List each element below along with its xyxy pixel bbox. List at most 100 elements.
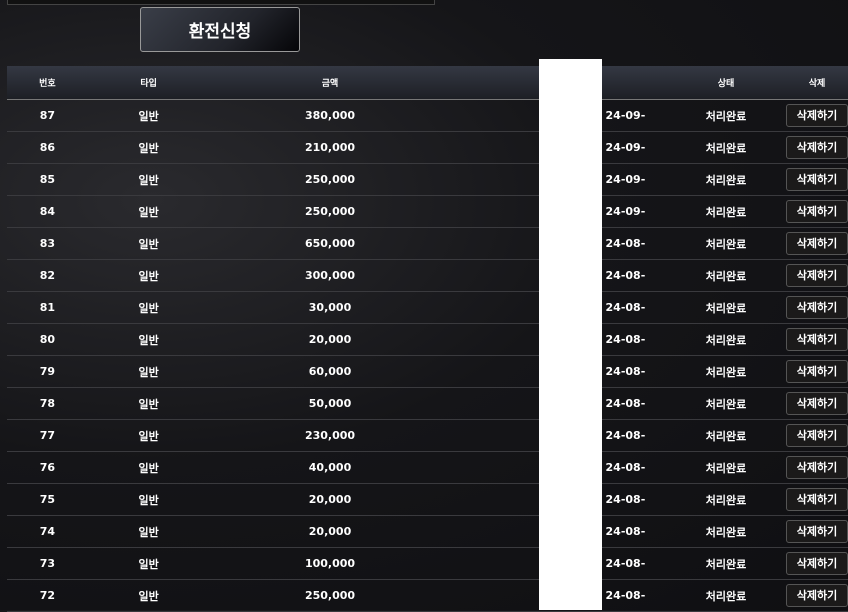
table-row: 84 일반 250,000 24-09- 처리완료 삭제하기 — [7, 195, 848, 228]
row-status: 처리완료 — [666, 323, 786, 356]
row-amount: 250,000 — [209, 195, 451, 228]
row-type: 일반 — [87, 483, 210, 516]
row-number: 85 — [7, 163, 88, 196]
delete-button[interactable]: 삭제하기 — [786, 552, 848, 575]
delete-button[interactable]: 삭제하기 — [786, 584, 848, 607]
row-amount: 650,000 — [209, 227, 451, 260]
row-number: 72 — [7, 579, 88, 612]
top-panel — [7, 0, 435, 5]
row-status: 처리완료 — [666, 387, 786, 420]
row-delete-cell: 삭제하기 — [786, 259, 848, 292]
row-number: 83 — [7, 227, 88, 260]
row-amount: 100,000 — [209, 547, 451, 580]
delete-button[interactable]: 삭제하기 — [786, 104, 848, 127]
row-status: 처리완료 — [666, 451, 786, 484]
row-amount: 20,000 — [209, 323, 451, 356]
row-delete-cell: 삭제하기 — [786, 515, 848, 548]
row-status: 처리완료 — [666, 579, 786, 612]
row-number: 80 — [7, 323, 88, 356]
row-amount: 300,000 — [209, 259, 451, 292]
row-number: 87 — [7, 99, 88, 132]
table-row: 87 일반 380,000 24-09- 처리완료 삭제하기 — [7, 99, 848, 132]
table-row: 76 일반 40,000 24-08- 처리완료 삭제하기 — [7, 451, 848, 484]
table-row: 81 일반 30,000 24-08- 처리완료 삭제하기 — [7, 291, 848, 324]
table-row: 85 일반 250,000 24-09- 처리완료 삭제하기 — [7, 163, 848, 196]
row-number: 86 — [7, 131, 88, 164]
row-status: 처리완료 — [666, 99, 786, 132]
row-number: 79 — [7, 355, 88, 388]
delete-button[interactable]: 삭제하기 — [786, 264, 848, 287]
row-number: 77 — [7, 419, 88, 452]
row-number: 78 — [7, 387, 88, 420]
header-delete: 삭제 — [786, 66, 848, 100]
row-delete-cell: 삭제하기 — [786, 163, 848, 196]
row-delete-cell: 삭제하기 — [786, 387, 848, 420]
row-delete-cell: 삭제하기 — [786, 227, 848, 260]
header-number: 번호 — [7, 66, 88, 100]
delete-button[interactable]: 삭제하기 — [786, 200, 848, 223]
row-amount: 30,000 — [209, 291, 451, 324]
delete-button[interactable]: 삭제하기 — [786, 136, 848, 159]
delete-button[interactable]: 삭제하기 — [786, 456, 848, 479]
row-status: 처리완료 — [666, 291, 786, 324]
row-delete-cell: 삭제하기 — [786, 131, 848, 164]
table-row: 83 일반 650,000 24-08- 처리완료 삭제하기 — [7, 227, 848, 260]
row-status: 처리완료 — [666, 227, 786, 260]
row-amount: 230,000 — [209, 419, 451, 452]
exchange-history-table: 번호 타입 금액 상태 삭제 87 일반 380,000 24-09- 처리완료… — [7, 66, 848, 612]
row-delete-cell: 삭제하기 — [786, 291, 848, 324]
header-status: 상태 — [666, 66, 786, 100]
exchange-request-button[interactable]: 환전신청 — [140, 7, 300, 52]
delete-button[interactable]: 삭제하기 — [786, 520, 848, 543]
row-type: 일반 — [87, 291, 210, 324]
table-row: 72 일반 250,000 24-08- 처리완료 삭제하기 — [7, 579, 848, 612]
delete-button[interactable]: 삭제하기 — [786, 296, 848, 319]
row-amount: 40,000 — [209, 451, 451, 484]
row-delete-cell: 삭제하기 — [786, 579, 848, 612]
row-delete-cell: 삭제하기 — [786, 355, 848, 388]
table-row: 73 일반 100,000 24-08- 처리완료 삭제하기 — [7, 547, 848, 580]
row-amount: 380,000 — [209, 99, 451, 132]
row-type: 일반 — [87, 515, 210, 548]
row-type: 일반 — [87, 579, 210, 612]
row-number: 84 — [7, 195, 88, 228]
row-status: 처리완료 — [666, 355, 786, 388]
row-type: 일반 — [87, 227, 210, 260]
header-type: 타입 — [87, 66, 210, 100]
delete-button[interactable]: 삭제하기 — [786, 328, 848, 351]
row-delete-cell: 삭제하기 — [786, 483, 848, 516]
row-status: 처리완료 — [666, 547, 786, 580]
row-type: 일반 — [87, 355, 210, 388]
row-status: 처리완료 — [666, 195, 786, 228]
delete-button[interactable]: 삭제하기 — [786, 168, 848, 191]
row-status: 처리완료 — [666, 419, 786, 452]
delete-button[interactable]: 삭제하기 — [786, 232, 848, 255]
delete-button[interactable]: 삭제하기 — [786, 488, 848, 511]
row-delete-cell: 삭제하기 — [786, 195, 848, 228]
row-amount: 20,000 — [209, 483, 451, 516]
row-delete-cell: 삭제하기 — [786, 451, 848, 484]
table-row: 82 일반 300,000 24-08- 처리완료 삭제하기 — [7, 259, 848, 292]
row-amount: 250,000 — [209, 579, 451, 612]
row-status: 처리완료 — [666, 259, 786, 292]
row-type: 일반 — [87, 419, 210, 452]
row-status: 처리완료 — [666, 515, 786, 548]
row-type: 일반 — [87, 99, 210, 132]
table-row: 75 일반 20,000 24-08- 처리완료 삭제하기 — [7, 483, 848, 516]
row-status: 처리완료 — [666, 483, 786, 516]
row-delete-cell: 삭제하기 — [786, 419, 848, 452]
table-row: 78 일반 50,000 24-08- 처리완료 삭제하기 — [7, 387, 848, 420]
table-row: 80 일반 20,000 24-08- 처리완료 삭제하기 — [7, 323, 848, 356]
row-number: 82 — [7, 259, 88, 292]
row-number: 73 — [7, 547, 88, 580]
delete-button[interactable]: 삭제하기 — [786, 424, 848, 447]
table-row: 74 일반 20,000 24-08- 처리완료 삭제하기 — [7, 515, 848, 548]
redaction-box — [539, 59, 602, 610]
row-delete-cell: 삭제하기 — [786, 323, 848, 356]
row-status: 처리완료 — [666, 131, 786, 164]
delete-button[interactable]: 삭제하기 — [786, 360, 848, 383]
delete-button[interactable]: 삭제하기 — [786, 392, 848, 415]
row-number: 75 — [7, 483, 88, 516]
row-number: 76 — [7, 451, 88, 484]
row-amount: 210,000 — [209, 131, 451, 164]
